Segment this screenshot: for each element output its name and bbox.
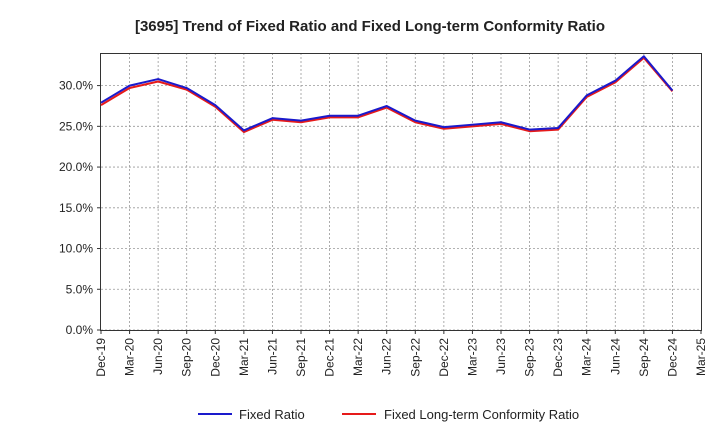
x-tick-label: Mar-23	[465, 338, 479, 376]
series-lines	[100, 55, 674, 134]
x-tick-label: Dec-22	[437, 338, 451, 377]
x-tick-label: Jun-22	[380, 338, 394, 375]
x-tick-label: Sep-21	[294, 338, 308, 377]
x-tick-label: Dec-20	[208, 338, 222, 377]
y-tick-label: 20.0%	[59, 160, 93, 174]
x-tick-label: Mar-22	[351, 338, 365, 376]
y-tick-label: 0.0%	[66, 323, 94, 337]
x-tick-label: Jun-20	[151, 338, 165, 375]
legend-label-fixed-long-term-conformity-ratio: Fixed Long-term Conformity Ratio	[384, 407, 579, 422]
x-tick-label: Jun-23	[494, 338, 508, 375]
x-tick-label: Dec-23	[551, 338, 565, 377]
y-tick-label: 15.0%	[59, 201, 93, 215]
series-line-fixed-ratio	[100, 55, 674, 132]
x-tick-label: Mar-25	[694, 338, 708, 376]
y-tick-label: 30.0%	[59, 79, 93, 93]
y-tick-label: 25.0%	[59, 119, 93, 133]
x-tick-label: Mar-21	[237, 338, 251, 376]
plot-area	[100, 53, 702, 331]
x-tick-label: Sep-22	[408, 338, 422, 377]
x-tick-label: Mar-20	[123, 338, 137, 376]
legend-label-fixed-ratio: Fixed Ratio	[239, 407, 305, 422]
x-tick-label: Sep-20	[180, 338, 194, 377]
y-axis: 0.0% 5.0% 10.0% 15.0% 20.0% 25.0% 30.0%	[59, 79, 101, 337]
x-tick-label: Mar-24	[580, 338, 594, 376]
x-tick-label: Jun-24	[608, 338, 622, 375]
x-tick-label: Dec-21	[323, 338, 337, 377]
legend: Fixed Ratio Fixed Long-term Conformity R…	[198, 407, 579, 422]
x-tick-label: Dec-19	[94, 338, 108, 377]
x-tick-label: Sep-24	[637, 338, 651, 377]
grid	[101, 53, 701, 331]
x-tick-label: Jun-21	[265, 338, 279, 375]
series-line-fixed-long-term-conformity-ratio	[100, 56, 674, 134]
y-tick-label: 5.0%	[66, 282, 94, 296]
chart-title: [3695] Trend of Fixed Ratio and Fixed Lo…	[135, 18, 605, 35]
y-tick-label: 10.0%	[59, 242, 93, 256]
x-axis: Dec-19 Mar-20 Jun-20 Sep-20 Dec-20 Mar-21 Jun-…	[94, 330, 708, 377]
x-tick-label: Dec-24	[665, 338, 679, 377]
x-tick-label: Sep-23	[523, 338, 537, 377]
